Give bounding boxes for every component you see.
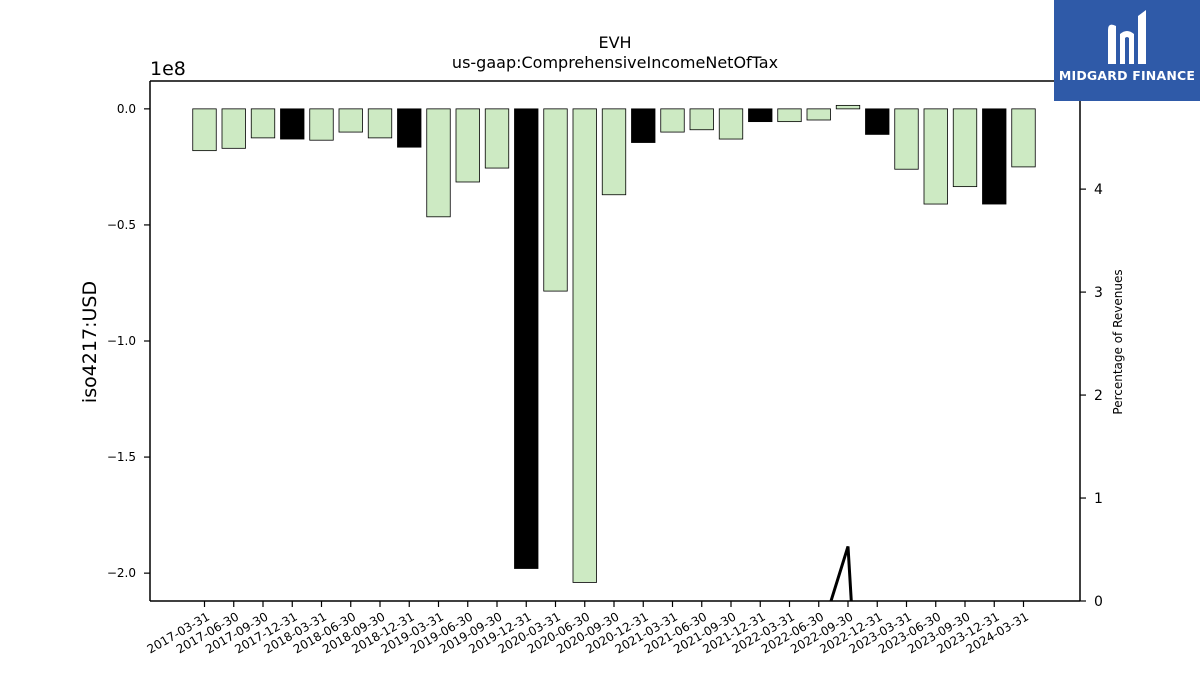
bar-2021-09-30 bbox=[718, 108, 744, 140]
bar-2024-03-31 bbox=[1011, 108, 1036, 168]
bar-2023-09-30 bbox=[952, 108, 978, 188]
chart-title: EVH bbox=[598, 33, 631, 52]
bar-2019-12-31 bbox=[514, 108, 539, 569]
bar-2018-03-31 bbox=[309, 108, 334, 141]
bar-2020-12-31 bbox=[631, 108, 656, 143]
bar-2023-06-30 bbox=[923, 108, 948, 205]
bar-2018-09-30 bbox=[367, 108, 393, 139]
bar-2021-12-31 bbox=[748, 108, 773, 123]
midgard-logo-icon bbox=[1108, 10, 1146, 65]
bar-2019-06-30 bbox=[455, 108, 480, 183]
y2-tick-label: 1 bbox=[1094, 491, 1103, 507]
bar-2017-06-30 bbox=[221, 108, 246, 149]
bar-2018-06-30 bbox=[338, 108, 363, 133]
y-tick-label: 0.0 bbox=[117, 102, 136, 116]
y-axis-label: iso4217:USD bbox=[79, 281, 101, 403]
bar-2019-03-31 bbox=[426, 108, 451, 218]
bar-2018-12-31 bbox=[397, 108, 422, 148]
bar-2022-09-30 bbox=[835, 104, 861, 110]
bar-2022-03-31 bbox=[777, 108, 802, 123]
bar-2020-03-31 bbox=[543, 108, 568, 292]
bar-2023-03-31 bbox=[894, 108, 919, 170]
bar-2017-12-31 bbox=[280, 108, 305, 140]
logo-text: MIDGARD FINANCE bbox=[1058, 68, 1196, 83]
y2-tick-label: 3 bbox=[1094, 285, 1103, 301]
bar-2021-03-31 bbox=[660, 108, 685, 133]
midgard-finance-logo: MIDGARD FINANCE bbox=[1054, 0, 1200, 101]
bar-2022-06-30 bbox=[806, 108, 831, 121]
y2-tick-label: 4 bbox=[1094, 182, 1103, 198]
bar-2017-03-31 bbox=[192, 108, 217, 152]
bar-2022-12-31 bbox=[865, 108, 890, 135]
bar-2020-09-30 bbox=[601, 108, 627, 196]
bar-2020-06-30 bbox=[572, 108, 597, 583]
y-tick-label: −0.5 bbox=[107, 218, 136, 232]
bar-2019-09-30 bbox=[484, 108, 510, 169]
y-tick-label: −2.0 bbox=[107, 566, 136, 580]
bar-2017-09-30 bbox=[250, 108, 276, 139]
bar-2023-12-31 bbox=[982, 108, 1007, 205]
y2-tick-label: 0 bbox=[1094, 594, 1103, 610]
y2-axis-label: Percentage of Revenues bbox=[1111, 269, 1125, 414]
percentage-of-revenues-line bbox=[829, 545, 853, 601]
chart-subtitle: us-gaap:ComprehensiveIncomeNetOfTax bbox=[452, 53, 778, 72]
y-multiplier-label: 1e8 bbox=[150, 58, 186, 80]
y-tick-label: −1.0 bbox=[107, 334, 136, 348]
y-tick-label: −1.5 bbox=[107, 450, 136, 464]
bar-2021-06-30 bbox=[689, 108, 714, 131]
y2-tick-label: 2 bbox=[1094, 388, 1103, 404]
plot-area: 0.0−0.5−1.0−1.5−2.00123452017-03-312017-… bbox=[107, 79, 1103, 656]
